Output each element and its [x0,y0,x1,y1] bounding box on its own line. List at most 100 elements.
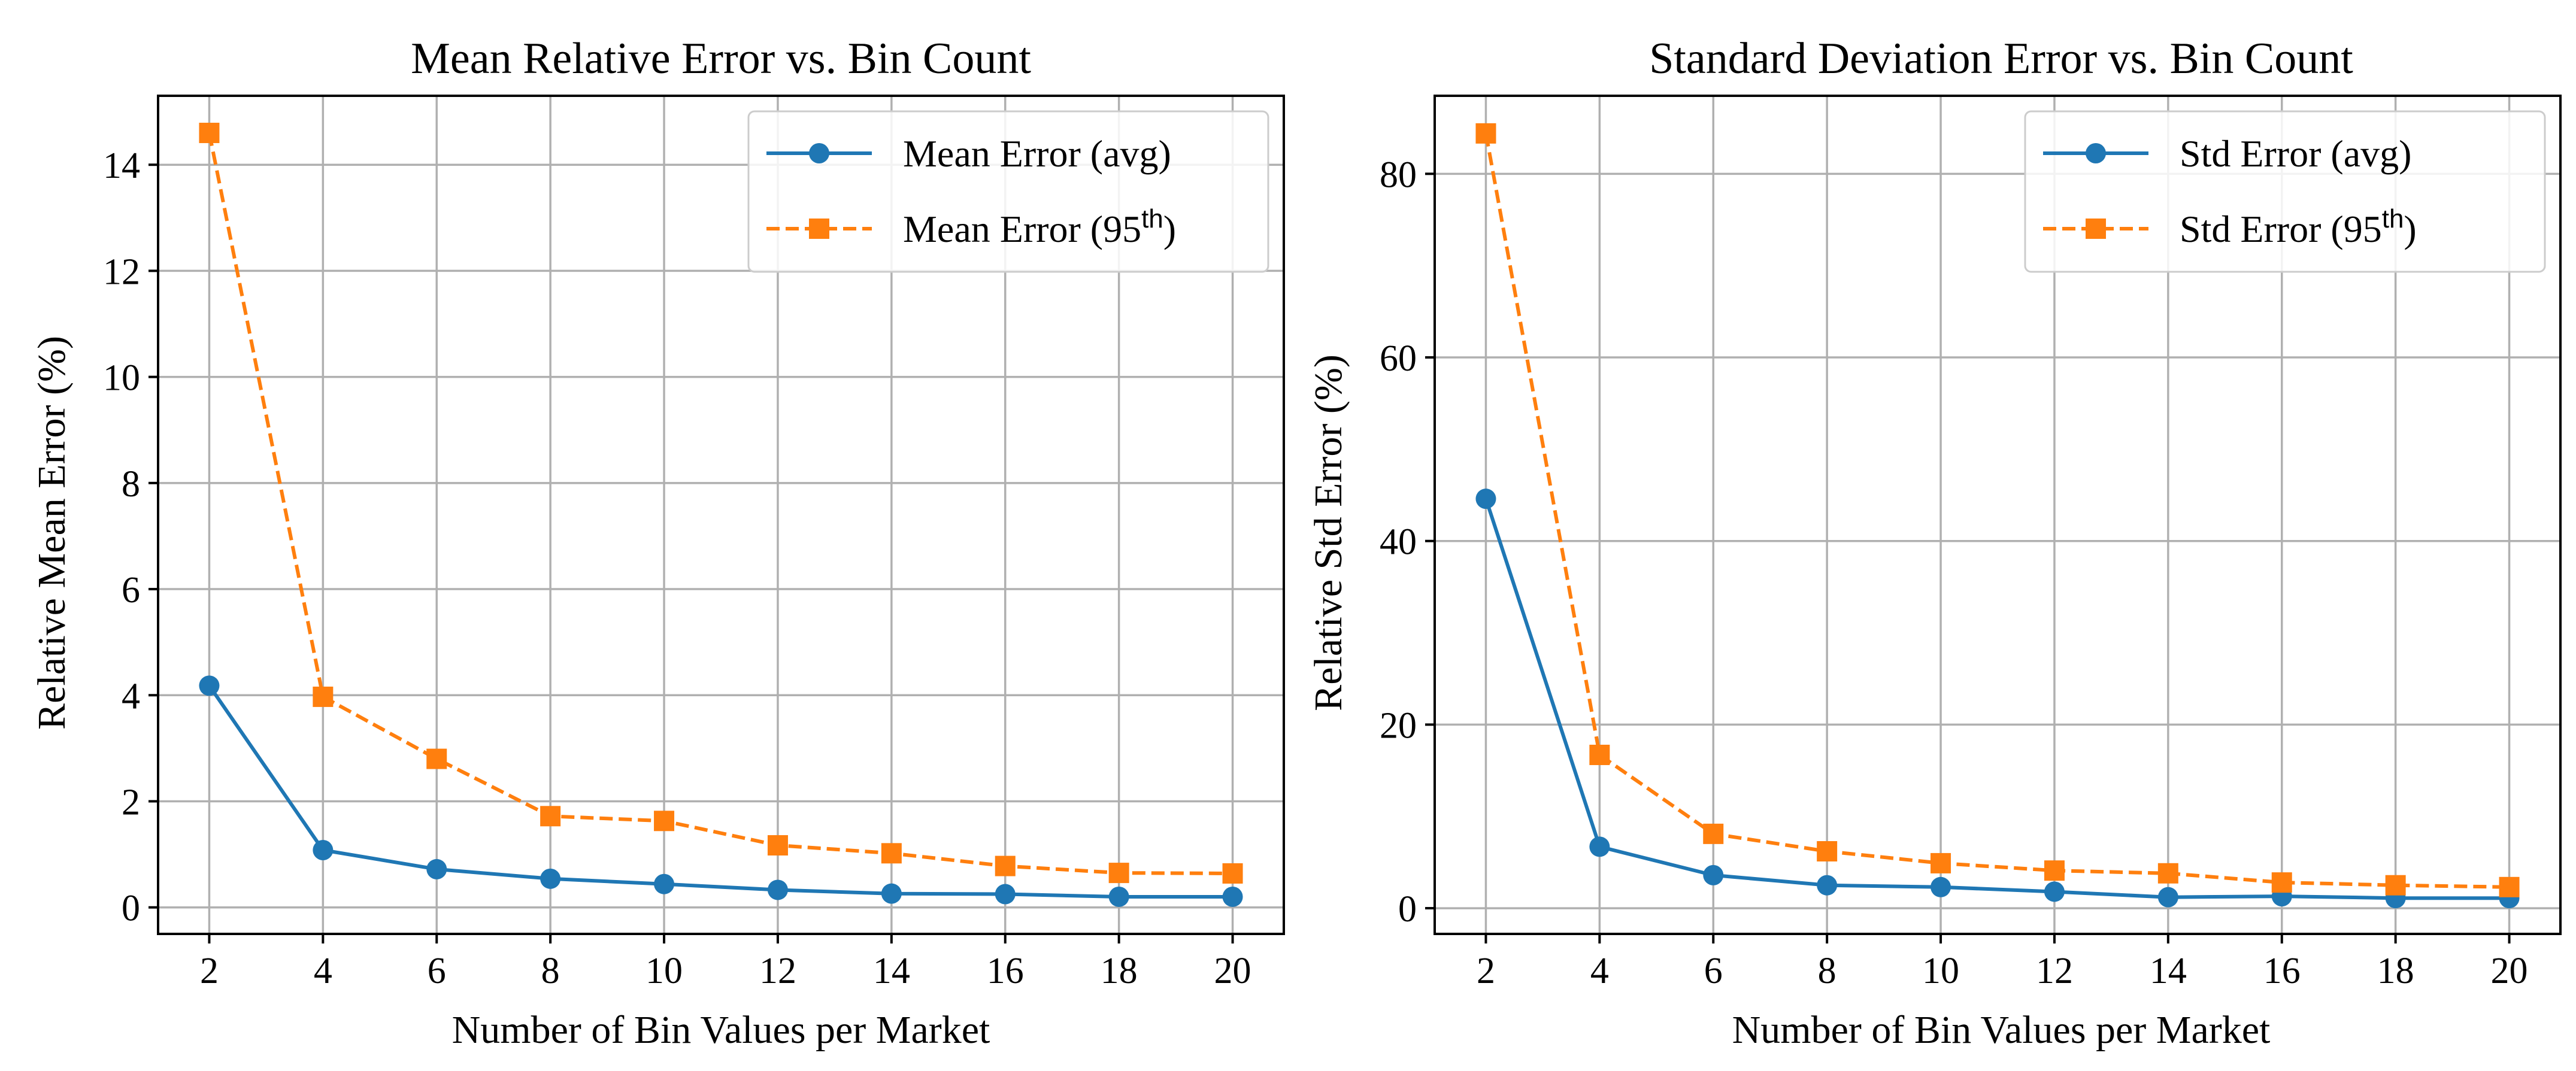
data-point [654,873,675,894]
data-point [1931,852,1951,873]
x-tick-label: 2 [200,951,219,991]
data-point [1222,886,1243,907]
x-tick-label: 10 [1922,951,1959,991]
y-tick-label: 60 [1380,338,1417,379]
axes-frame [157,95,1285,935]
data-point [313,686,334,707]
data-point [1931,876,1951,897]
data-point [1589,836,1610,857]
data-point [1703,823,1724,844]
legend-box [747,110,1269,273]
data-point [995,884,1016,905]
x-tick-label: 18 [2377,951,2414,991]
x-tick-label: 20 [2491,951,2528,991]
axes-frame [1434,95,2562,935]
series-line-0 [1484,498,2510,900]
chart-title: Standard Deviation Error vs. Bin Count [1649,34,2353,83]
legend-label: Mean Error (95th) [903,204,1176,251]
x-tick-label: 14 [873,951,910,991]
legend-marker [809,219,829,239]
y-tick-label: 4 [122,676,140,717]
data-point [540,868,561,889]
x-tick-label: 14 [2150,951,2187,991]
data-point [2157,887,2178,908]
x-tick-label: 12 [2036,951,2073,991]
data-point [1817,841,1838,861]
plot-area: 2 4 6 8 10 12 14 16 18 20 0 20 40 60 80 Std Error (avg)… [1380,95,2562,991]
x-tick-label: 12 [759,951,796,991]
data-point [2157,863,2178,884]
legend: Std Error (avg) Std Error (95th) [2024,110,2546,273]
x-tick-label: 8 [1818,951,1836,991]
y-tick-label: 0 [122,888,140,929]
y-tick-label: 20 [1380,705,1417,746]
legend-label: Mean Error (avg) [903,132,1171,175]
x-tick-label: 4 [314,951,332,991]
data-point [2499,876,2520,897]
data-point [767,879,788,900]
data-point [1703,864,1724,885]
series-line-0 [208,684,1233,899]
data-point [995,855,1016,876]
x-tick-label: 20 [1214,951,1251,991]
data-point [199,675,220,696]
legend-label: Std Error (95th) [2180,204,2417,251]
data-point [881,843,902,864]
data-point [1817,875,1838,896]
data-point [1108,886,1129,907]
data-point [1222,863,1243,884]
legend-marker [2086,143,2106,163]
x-tick-label: 6 [428,951,446,991]
data-point [1475,123,1496,144]
y-tick-label: 6 [122,570,140,611]
y-axis-label: Relative Std Error (%) [1307,354,1350,711]
x-tick-label: 16 [987,951,1024,991]
y-tick-label: 0 [1398,889,1417,930]
legend-marker [2086,219,2106,239]
data-point [2044,860,2065,881]
data-point [2044,881,2065,902]
data-point [881,883,902,904]
legend-box [2024,110,2546,273]
x-axis-label: Number of Bin Values per Market [1732,1008,2271,1052]
y-axis-label: Relative Mean Error (%) [30,336,74,730]
data-point [199,123,220,144]
chart-mean-error: Mean Relative Error vs. Bin Count Number… [30,34,1285,1052]
x-tick-label: 2 [1477,951,1495,991]
data-point [540,806,561,827]
legend: Mean Error (avg) Mean Error (95th) [747,110,1269,273]
x-tick-label: 18 [1101,951,1138,991]
x-tick-label: 16 [2263,951,2301,991]
chart-std-error: Standard Deviation Error vs. Bin Count N… [1307,34,2562,1052]
data-point [2271,872,2292,893]
chart-title: Mean Relative Error vs. Bin Count [411,34,1031,83]
y-tick-label: 40 [1380,522,1417,563]
plot-area: 2 4 6 8 10 12 14 16 18 20 0 2 4 6 8 10 12 14 Mean Error (a… [103,95,1285,991]
y-tick-label: 12 [103,251,140,292]
x-tick-label: 4 [1590,951,1609,991]
data-point [1108,863,1129,884]
y-tick-label: 14 [103,145,140,186]
series-line-1 [1484,133,2510,889]
y-tick-label: 2 [122,782,140,823]
data-point [313,840,334,860]
data-point [1475,489,1496,509]
data-point [426,858,447,879]
y-tick-label: 8 [122,464,140,505]
data-point [2385,875,2406,896]
x-tick-label: 8 [541,951,560,991]
legend-marker [809,143,829,163]
y-tick-label: 80 [1380,154,1417,195]
x-axis-label: Number of Bin Values per Market [452,1008,990,1052]
series-line-1 [207,132,1233,875]
data-point [767,835,788,856]
y-tick-label: 10 [103,358,140,399]
data-point [654,811,675,832]
legend-label: Std Error (avg) [2180,132,2411,175]
x-tick-label: 6 [1704,951,1723,991]
x-tick-label: 10 [645,951,683,991]
data-point [426,748,447,769]
data-point [1589,744,1610,765]
